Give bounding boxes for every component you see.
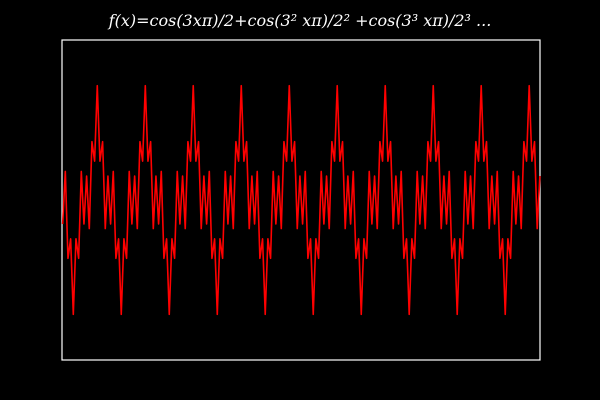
chart-title: f(x)=cos(3xπ)/2+cos(3² xπ)/2² +cos(3³ xπ…: [108, 11, 492, 30]
plot-frame: [61, 39, 541, 361]
line: [61, 84, 541, 316]
